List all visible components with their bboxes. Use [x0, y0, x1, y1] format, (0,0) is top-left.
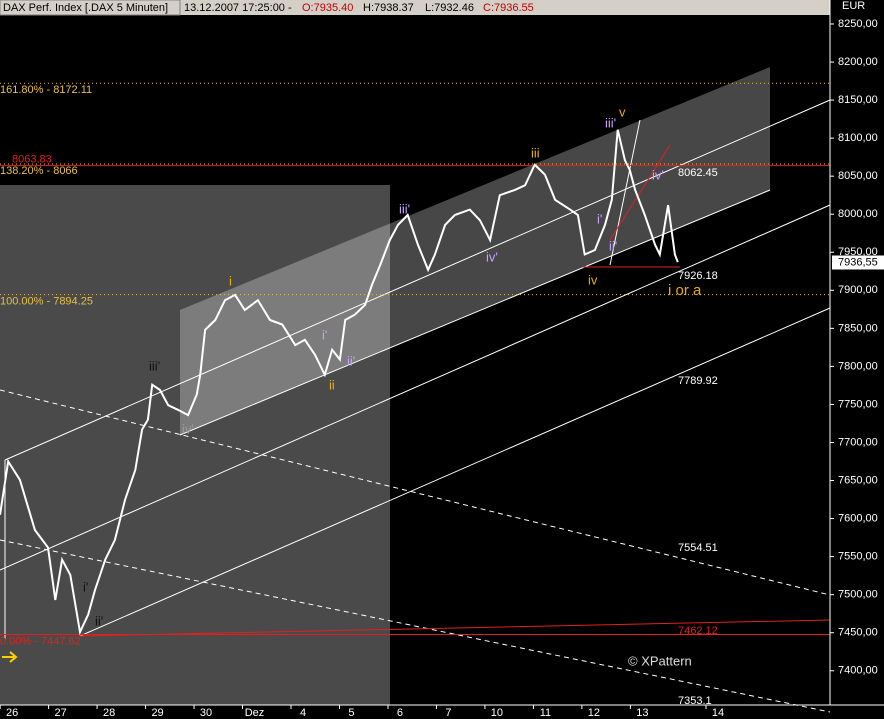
y-tick-label: 7950,00 — [838, 246, 878, 258]
y-tick-label: 7650,00 — [838, 474, 878, 486]
wave-label: ii' — [347, 353, 355, 368]
wave-label: iv' — [652, 167, 664, 182]
line-label: 7462.12 — [678, 625, 718, 637]
y-tick-label: 8250,00 — [838, 18, 878, 30]
y-tick-label: 7600,00 — [838, 512, 878, 524]
y-tick-label: 8000,00 — [838, 208, 878, 220]
wave-label: v — [619, 104, 626, 119]
y-tick-label: 7800,00 — [838, 360, 878, 372]
level-label: 0.00% - 7447.62 — [0, 635, 81, 647]
line-label: 7353.1 — [678, 695, 712, 707]
wave-label: iv' — [486, 249, 498, 264]
level-label: 8063.83 — [12, 154, 52, 166]
line-label: 8062.45 — [678, 167, 718, 179]
x-tick-label: 6 — [397, 707, 403, 719]
wave-label: iii' — [399, 201, 410, 216]
wave-label: iv' — [182, 421, 194, 436]
x-tick-label: 12 — [588, 707, 600, 719]
x-tick-label: 11 — [540, 707, 551, 719]
y-tick-label: 8150,00 — [838, 94, 878, 106]
x-tick-label: 28 — [103, 707, 115, 719]
y-tick-label: 7850,00 — [838, 322, 878, 334]
line-labels: 8062.45 7926.18 7789.92 7554.51 7462.12 … — [678, 167, 718, 707]
y-tick-label: 7900,00 — [838, 284, 878, 296]
y-tick-label: 7700,00 — [838, 436, 878, 448]
header-box — [0, 0, 181, 16]
copyright: © XPattern — [628, 653, 692, 668]
y-tick-label: 8100,00 — [838, 132, 878, 144]
last-price-label: 7936,55 — [838, 256, 878, 268]
shaded-zone — [0, 185, 390, 705]
wave-label: i — [229, 273, 232, 288]
x-tick-label: 7 — [445, 707, 451, 719]
x-tick-label: 5 — [348, 707, 354, 719]
x-tick-label: 27 — [54, 707, 66, 719]
wave-label: iii' — [149, 358, 160, 373]
y-tick-label: 8200,00 — [838, 56, 878, 68]
line-label: 7789.92 — [678, 375, 718, 387]
level-label: 161.80% - 8172.11 — [0, 84, 92, 96]
price-line — [0, 129, 679, 636]
wave-label: iv — [588, 272, 598, 287]
header-bar — [0, 0, 830, 15]
header-open: O:7935.40 — [302, 2, 353, 14]
wave-label: i' — [83, 579, 88, 594]
x-tick-label: 4 — [300, 707, 306, 719]
y-tick-label: 7400,00 — [838, 665, 878, 677]
chart-title: DAX Perf. Index [.DAX 5 Minuten] — [3, 2, 168, 14]
header-datetime: 13.12.2007 17:25:00 - — [184, 2, 292, 14]
wave-labels: i ii iii iv v i or a i' ii' iii' iv' i' … — [83, 104, 702, 628]
y-tick-label: 7450,00 — [838, 627, 878, 639]
x-tick-label: 26 — [6, 707, 18, 719]
header-high: H:7938.37 — [363, 2, 414, 14]
line-label: 7554.51 — [678, 542, 718, 554]
red-lines — [79, 144, 831, 637]
header-close: C:7936.55 — [483, 2, 534, 14]
line-label: 7926.18 — [678, 270, 718, 282]
channel-band — [180, 67, 770, 435]
x-tick-label: 10 — [491, 707, 503, 719]
last-price-box — [832, 255, 884, 270]
x-tick-label: 29 — [151, 707, 163, 719]
wave-label: ii — [329, 377, 335, 392]
level-label: 100.00% - 7894.25 — [0, 296, 93, 308]
wave-label: i or a — [668, 282, 702, 299]
header-low: L:7932.46 — [425, 2, 474, 14]
y-tick-label: 8050,00 — [838, 170, 878, 182]
arrow-icon — [2, 651, 18, 663]
x-tick-label: Dez — [245, 707, 265, 719]
y-unit: EUR — [842, 0, 865, 12]
wave-label: iii' — [605, 115, 616, 130]
wave-label: i' — [597, 211, 602, 226]
y-tick-label: 7550,00 — [838, 551, 878, 563]
y-axis-area — [831, 15, 884, 705]
wave-label: i' — [322, 327, 327, 342]
x-tick-label: 13 — [636, 707, 648, 719]
level-label: 138.20% - 8066 — [0, 165, 78, 177]
wave-label: ii' — [609, 238, 617, 253]
wave-label: ii' — [95, 613, 103, 628]
y-tick-label: 7500,00 — [838, 589, 878, 601]
wave-label: iii — [531, 145, 540, 160]
x-tick-label: 30 — [200, 707, 212, 719]
x-tick-label: 14 — [712, 707, 724, 719]
y-tick-label: 7750,00 — [838, 398, 878, 410]
